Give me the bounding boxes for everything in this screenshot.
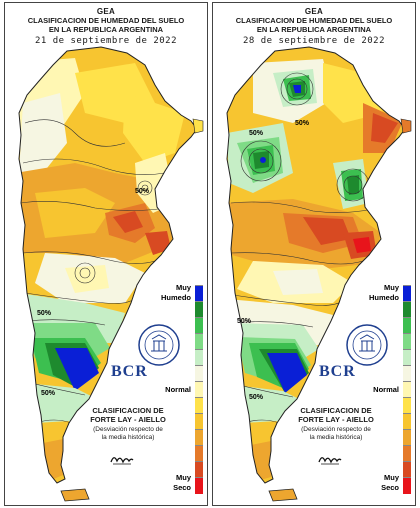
contour-label: 50% — [41, 390, 56, 397]
header-org: GEA — [304, 7, 324, 16]
legend-mid-label: Normal — [165, 385, 191, 394]
legend-swatch — [403, 413, 411, 430]
header-date: 21 de septiembre de 2022 — [34, 36, 178, 46]
legend-swatch — [195, 397, 203, 414]
classification-line2: FORTE LAY - AIELLO — [90, 415, 166, 424]
legend-swatch — [195, 461, 203, 478]
classification-line3: (Desviación respecto de — [301, 426, 371, 433]
legend-swatch — [195, 365, 203, 382]
legend-swatch — [195, 285, 203, 302]
classification-line1: CLASIFICACION DE — [92, 406, 164, 415]
legend-swatch — [403, 397, 411, 414]
bcr-seal-logo — [346, 324, 388, 366]
legend-swatch — [403, 461, 411, 478]
legend-swatch — [403, 285, 411, 302]
signature-logo — [318, 457, 342, 465]
bcr-wordmark: BCR — [111, 363, 148, 380]
contour-label: 50% — [135, 188, 150, 195]
legend-swatch — [403, 477, 411, 494]
legend-bottom-label-1: Muy — [176, 473, 191, 482]
legend-bottom-label-2: Seco — [381, 483, 399, 492]
legend-swatch — [195, 445, 203, 462]
legend-bottom-label-2: Seco — [173, 483, 191, 492]
header-title-line2: EN LA REPUBLICA ARGENTINA — [256, 25, 372, 34]
legend-swatch — [195, 317, 203, 334]
classification-line2: FORTE LAY - AIELLO — [298, 415, 374, 424]
legend-top-label-1: Muy — [384, 283, 399, 292]
header-title-line2: EN LA REPUBLICA ARGENTINA — [48, 25, 164, 34]
legend-swatch — [195, 333, 203, 350]
legend-swatch — [195, 477, 203, 494]
legend-bottom-label-1: Muy — [384, 473, 399, 482]
map-panel-left: 50% 50% 50% GEA CLASIFICACION DE HUMEDAD… — [4, 2, 208, 506]
soil-moisture-map-left: 50% 50% 50% — [18, 46, 204, 502]
contour-label: 50% — [37, 310, 52, 317]
legend-swatch — [195, 301, 203, 318]
contour-label: 50% — [295, 120, 310, 127]
header-title-line1: CLASIFICACION DE HUMEDAD DEL SUELO — [235, 16, 393, 25]
contour-label: 50% — [249, 394, 264, 401]
map-panel-right: 50% 50% 50% 50% GEA CLASIFICACION DE HUM… — [212, 2, 416, 506]
header-title-line1: CLASIFICACION DE HUMEDAD DEL SUELO — [27, 16, 185, 25]
legend-swatch — [403, 301, 411, 318]
legend-swatch — [403, 349, 411, 366]
legend-swatch — [403, 381, 411, 398]
contour-label: 50% — [237, 318, 252, 325]
legend-swatch — [403, 429, 411, 446]
classification-line3: (Desviación respecto de — [93, 426, 163, 433]
legend-mid-label: Normal — [373, 385, 399, 394]
legend-top-label-2: Humedo — [369, 293, 399, 302]
legend-swatch — [195, 349, 203, 366]
bcr-seal-logo — [138, 324, 180, 366]
legend-top-label-2: Humedo — [161, 293, 191, 302]
header-date: 28 de septiembre de 2022 — [242, 36, 386, 46]
legend-swatch — [195, 381, 203, 398]
legend-swatch — [403, 317, 411, 334]
header-org: GEA — [96, 7, 116, 16]
contour-label: 50% — [249, 130, 264, 137]
classification-line4: la media histórica) — [309, 434, 363, 441]
classification-line4: la media histórica) — [101, 434, 155, 441]
legend-swatch — [195, 429, 203, 446]
legend-swatch — [403, 333, 411, 350]
bcr-wordmark: BCR — [319, 363, 356, 380]
soil-moisture-map-right: 50% 50% 50% 50% — [226, 46, 412, 502]
legend-swatch — [403, 365, 411, 382]
legend-swatch — [195, 413, 203, 430]
classification-line1: CLASIFICACION DE — [300, 406, 372, 415]
legend-top-label-1: Muy — [176, 283, 191, 292]
legend-swatch — [403, 445, 411, 462]
signature-logo — [110, 457, 134, 465]
